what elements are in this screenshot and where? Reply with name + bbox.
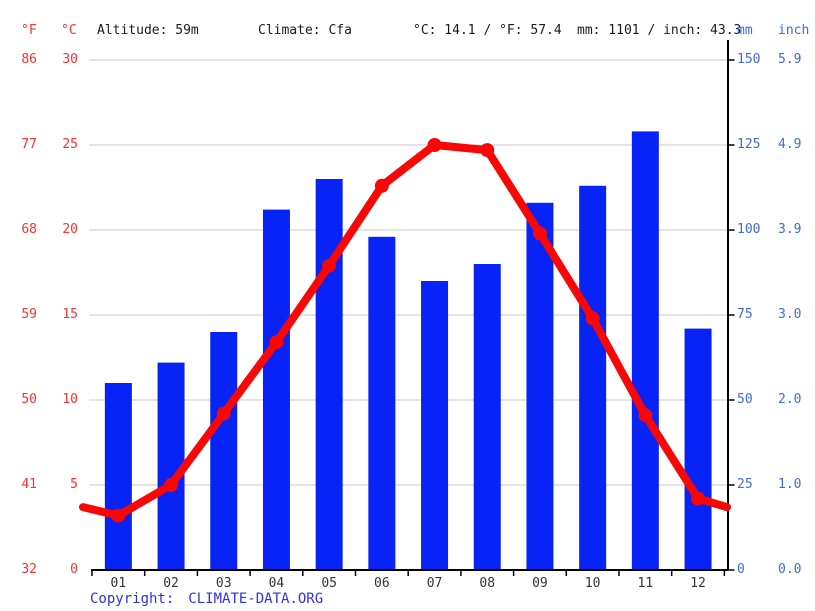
month-label-06: 06	[374, 576, 390, 591]
temp-point-10	[585, 311, 600, 326]
precip-bar-08	[473, 264, 501, 570]
unit-celsius-label: °C	[61, 23, 77, 38]
y-left-c-label: 5	[70, 477, 78, 492]
y-left-c-label: 10	[62, 392, 78, 407]
y-right-mm-label: 100	[737, 222, 761, 237]
temp-point-02	[164, 478, 179, 492]
month-label-12: 12	[690, 576, 706, 591]
y-right-mm-label: 75	[737, 307, 753, 322]
precip-bar-09	[526, 202, 554, 571]
y-left-c-label: 30	[62, 52, 78, 67]
y-left-f-label: 68	[21, 222, 37, 237]
month-label-05: 05	[321, 576, 337, 591]
y-right-inch-label: 5.9	[778, 52, 802, 67]
precip-bar-03	[210, 332, 238, 570]
copyright-line: Copyright: CLIMATE-DATA.ORG	[90, 591, 323, 607]
temp-point-12	[691, 491, 706, 506]
y-left-f-label: 32	[21, 562, 37, 577]
altitude-label: Altitude: 59m	[97, 23, 199, 38]
y-left-f-label: 77	[21, 137, 37, 152]
precip-bar-07	[421, 281, 449, 570]
y-right-mm-label: 50	[737, 392, 753, 407]
temp-point-06	[374, 178, 389, 193]
month-label-08: 08	[479, 576, 496, 591]
month-label-04: 04	[268, 576, 285, 591]
temperature-line	[79, 141, 731, 520]
y-right-inch-label: 3.9	[778, 222, 802, 237]
precip-bar-01	[104, 383, 132, 570]
temp-point-03	[216, 406, 231, 421]
y-right-inch-label: 1.0	[778, 477, 802, 492]
y-right-mm-label: 25	[737, 477, 753, 492]
temp-point-04	[269, 335, 284, 350]
unit-fahrenheit-label: °F	[21, 23, 37, 38]
month-label-07: 07	[426, 576, 443, 591]
copyright-prefix: Copyright:	[90, 591, 175, 607]
y-right-inch-label: 0.0	[778, 562, 802, 577]
copyright-link[interactable]: CLIMATE-DATA.ORG	[188, 591, 324, 607]
precip-bar-11	[631, 131, 659, 570]
precip-bar-04	[262, 209, 290, 570]
y-left-f-label: 59	[21, 307, 37, 322]
month-label-03: 03	[215, 576, 232, 591]
y-right-mm-label: 0	[737, 562, 745, 577]
y-left-f-label: 41	[21, 477, 37, 492]
month-label-09: 09	[532, 576, 548, 591]
temp-point-11	[638, 408, 653, 423]
precip-bar-06	[368, 236, 396, 571]
precip-bar-05	[315, 179, 343, 570]
unit-inch-label: inch	[778, 23, 810, 38]
month-label-10: 10	[584, 576, 601, 591]
y-right-mm-label: 125	[737, 137, 761, 152]
y-left-f-label: 50	[21, 392, 37, 407]
month-label-02: 02	[163, 576, 179, 591]
y-left-f-label: 86	[21, 52, 37, 67]
temp-point-01	[111, 508, 126, 523]
total-precip-label: mm: 1101 / inch: 43.3	[577, 23, 742, 38]
y-right-inch-label: 2.0	[778, 392, 802, 407]
avg-temperature-label: °C: 14.1 / °F: 57.4	[413, 23, 562, 38]
precip-bar-12	[684, 328, 712, 570]
precip-bar-10	[579, 185, 607, 571]
temp-point-07	[427, 138, 442, 152]
unit-mm-label: mm	[737, 23, 753, 38]
temp-point-09	[532, 226, 547, 241]
y-left-c-label: 15	[62, 307, 78, 322]
y-right-inch-label: 3.0	[778, 307, 802, 322]
y-left-c-label: 0	[70, 562, 78, 577]
climate-type-label: Climate: Cfa	[258, 23, 352, 38]
y-right-mm-label: 150	[737, 52, 761, 67]
month-label-11: 11	[637, 576, 654, 591]
temp-point-05	[322, 258, 337, 273]
y-left-c-label: 20	[62, 222, 78, 237]
y-right-inch-label: 4.9	[778, 137, 802, 152]
temp-point-08	[480, 143, 495, 158]
month-label-01: 01	[110, 576, 127, 591]
y-left-c-label: 25	[62, 137, 78, 152]
